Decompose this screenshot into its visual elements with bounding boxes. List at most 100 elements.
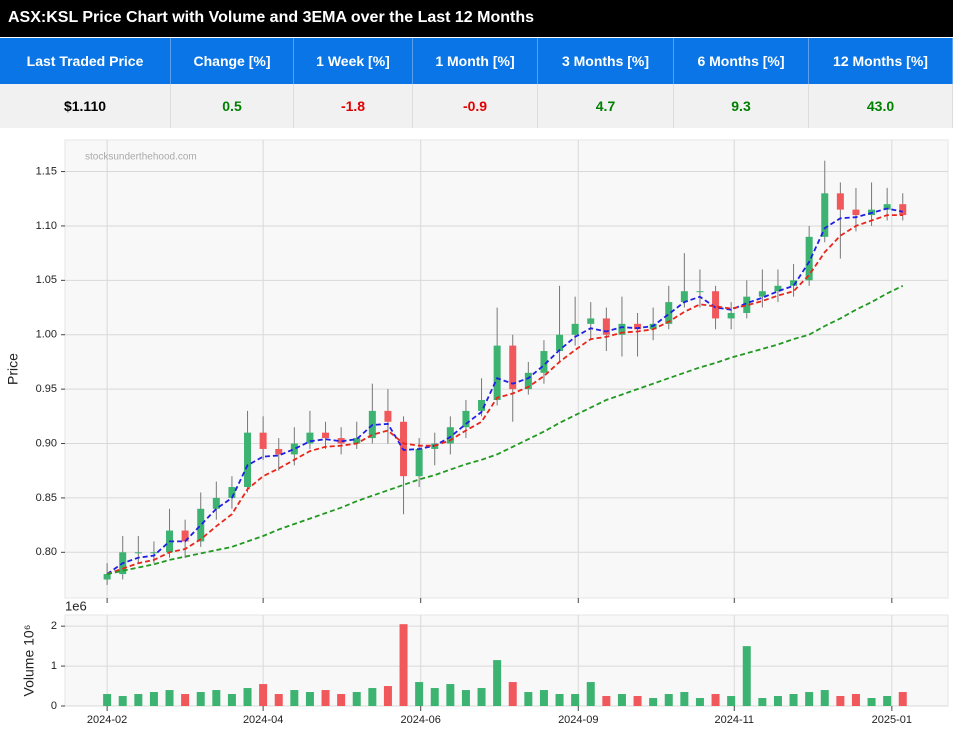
candle-body	[259, 432, 267, 449]
x-tick-label: 2025-01	[872, 714, 912, 726]
candle-body	[415, 448, 423, 477]
candle-body	[462, 410, 470, 428]
volume-bar	[867, 698, 876, 706]
volume-bar	[290, 690, 299, 706]
candle-body	[665, 302, 673, 324]
candle-body	[337, 438, 345, 444]
candle-body	[602, 318, 610, 335]
value-cell: -0.9	[413, 84, 538, 128]
volume-bar	[695, 698, 704, 706]
candle-body	[181, 530, 189, 542]
x-tick-label: 2024-02	[87, 714, 127, 726]
x-tick-label: 2024-09	[558, 714, 598, 726]
y-tick-label: 0	[51, 700, 57, 712]
value-cell: 9.3	[674, 84, 809, 128]
candle-body	[696, 291, 704, 293]
volume-bar	[524, 692, 533, 706]
volume-bar	[727, 696, 736, 706]
candle-body	[322, 432, 330, 439]
volume-bar	[305, 692, 314, 706]
candle-body	[587, 318, 595, 324]
header-cell: Last Traded Price	[0, 38, 171, 84]
x-tick-label: 2024-06	[401, 714, 441, 726]
volume-bar	[649, 698, 658, 706]
volume-bar	[773, 696, 782, 706]
volume-bar	[477, 688, 486, 706]
volume-bar	[149, 692, 158, 706]
y-tick-label: 1	[51, 660, 57, 672]
x-tick-label: 2024-04	[243, 714, 283, 726]
volume-bar	[118, 696, 127, 706]
volume-bar	[415, 682, 424, 706]
candle-body	[197, 508, 205, 542]
volume-bar	[851, 694, 860, 706]
candle-body	[446, 427, 454, 444]
volume-bar	[321, 690, 330, 706]
candle-body	[727, 312, 735, 319]
volume-bar	[103, 694, 112, 706]
candle-body	[556, 334, 564, 352]
volume-bar	[898, 692, 907, 706]
candle-body	[899, 204, 907, 216]
volume-bar	[212, 690, 221, 706]
volume-bar	[758, 698, 767, 706]
volume-bar	[508, 682, 517, 706]
y-tick-label: 1.10	[36, 220, 57, 232]
volume-bar	[539, 690, 548, 706]
y-axis-label: Volume 10⁶	[21, 625, 37, 697]
candle-body	[353, 438, 361, 444]
candle-body	[478, 400, 486, 411]
volume-bar	[680, 692, 689, 706]
candle-body	[244, 432, 252, 488]
candle-body	[134, 552, 142, 554]
volume-bar	[399, 624, 408, 706]
candle-body	[758, 291, 766, 297]
volume-bar	[181, 694, 190, 706]
y-tick-label: 0.85	[36, 492, 57, 504]
candle-body	[524, 372, 532, 390]
candle-body	[571, 323, 579, 335]
volume-bar	[555, 694, 564, 706]
value-cell: 0.5	[171, 84, 294, 128]
candle-body	[790, 280, 798, 286]
candle-body	[852, 209, 860, 216]
y-tick-label: 0.95	[36, 383, 57, 395]
volume-bar	[383, 686, 392, 706]
volume-bar	[805, 692, 814, 706]
header-cell: 1 Month [%]	[413, 38, 538, 84]
volume-bar	[617, 694, 626, 706]
candle-body	[805, 236, 813, 281]
candle-body	[150, 552, 158, 554]
y-tick-label: 1.00	[36, 329, 57, 341]
volume-bar	[633, 696, 642, 706]
candle-body	[836, 193, 844, 210]
volume-bar	[602, 696, 611, 706]
y-tick-label: 2	[51, 620, 57, 632]
volume-bar	[820, 690, 829, 706]
candle-body	[634, 323, 642, 330]
value-cell: -1.8	[294, 84, 413, 128]
candle-body	[821, 193, 829, 237]
y-tick-label: 1.15	[36, 165, 57, 177]
volume-bar	[711, 694, 720, 706]
candle-body	[306, 432, 314, 444]
candle-body	[680, 291, 688, 303]
volume-bar	[165, 690, 174, 706]
volume-bar	[337, 694, 346, 706]
table-header: Last Traded Price Change [%] 1 Week [%] 1 M…	[0, 38, 953, 84]
candle-body	[618, 323, 626, 335]
watermark: stocksunderthehood.com	[85, 152, 197, 163]
value-cell: $1.110	[0, 84, 171, 128]
offset-label: 1e6	[65, 598, 87, 613]
volume-bar	[446, 684, 455, 706]
candle-body	[103, 574, 111, 580]
ema-line	[106, 207, 903, 575]
summary-table: Last Traded Price Change [%] 1 Week [%] 1 M…	[0, 38, 953, 128]
volume-bar	[742, 646, 751, 706]
y-axis-label: Price	[5, 353, 21, 385]
volume-bar	[586, 682, 595, 706]
volume-bar	[836, 696, 845, 706]
volume-bar	[883, 696, 892, 706]
value-cell: 43.0	[809, 84, 953, 128]
